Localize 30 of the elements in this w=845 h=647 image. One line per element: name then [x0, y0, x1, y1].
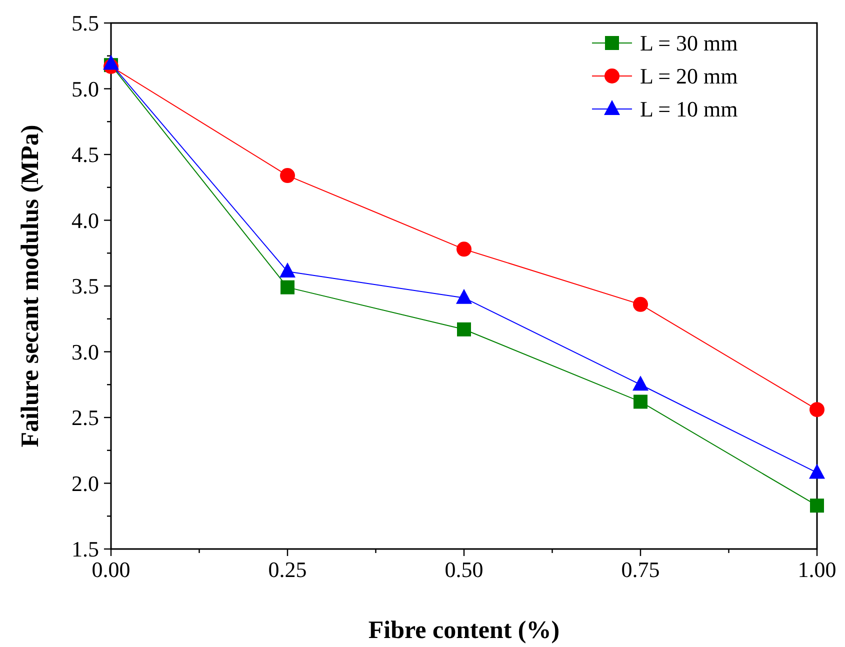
point: [456, 242, 472, 257]
point: [633, 296, 648, 312]
point: [456, 288, 472, 304]
point: [810, 402, 824, 418]
y-tick-label: 4.0: [72, 208, 99, 233]
legend-label: L = 30 mm: [640, 30, 738, 56]
point: [632, 376, 648, 391]
x-axis-title: Fibre content (%): [368, 617, 560, 644]
point: [634, 394, 648, 409]
point: [280, 168, 295, 184]
y-tick-label: 3.0: [72, 339, 99, 364]
y-axis-title: Failure secant modulus (MPa): [17, 124, 44, 448]
point: [103, 54, 119, 70]
y-tick-label: 3.5: [72, 274, 99, 299]
x-tick-label: 0.75: [621, 557, 660, 582]
y-tick-label: 4.5: [72, 142, 99, 168]
y-tick-label: 5.0: [72, 76, 99, 102]
x-tick-label: 0.50: [444, 557, 484, 582]
point: [280, 280, 294, 294]
x-tick-label: 0.25: [268, 557, 307, 582]
point: [280, 262, 296, 278]
legend-label: L = 20 mm: [640, 64, 738, 89]
point: [810, 498, 824, 513]
y-tick-label: 2.5: [72, 405, 99, 430]
point: [809, 464, 825, 479]
y-tick-label: 5.5: [72, 10, 99, 36]
point: [457, 322, 471, 336]
x-tick-label: 1.00: [798, 557, 836, 582]
legend-label: L = 10 mm: [640, 96, 738, 122]
y-tick-label: 2.0: [72, 470, 99, 496]
